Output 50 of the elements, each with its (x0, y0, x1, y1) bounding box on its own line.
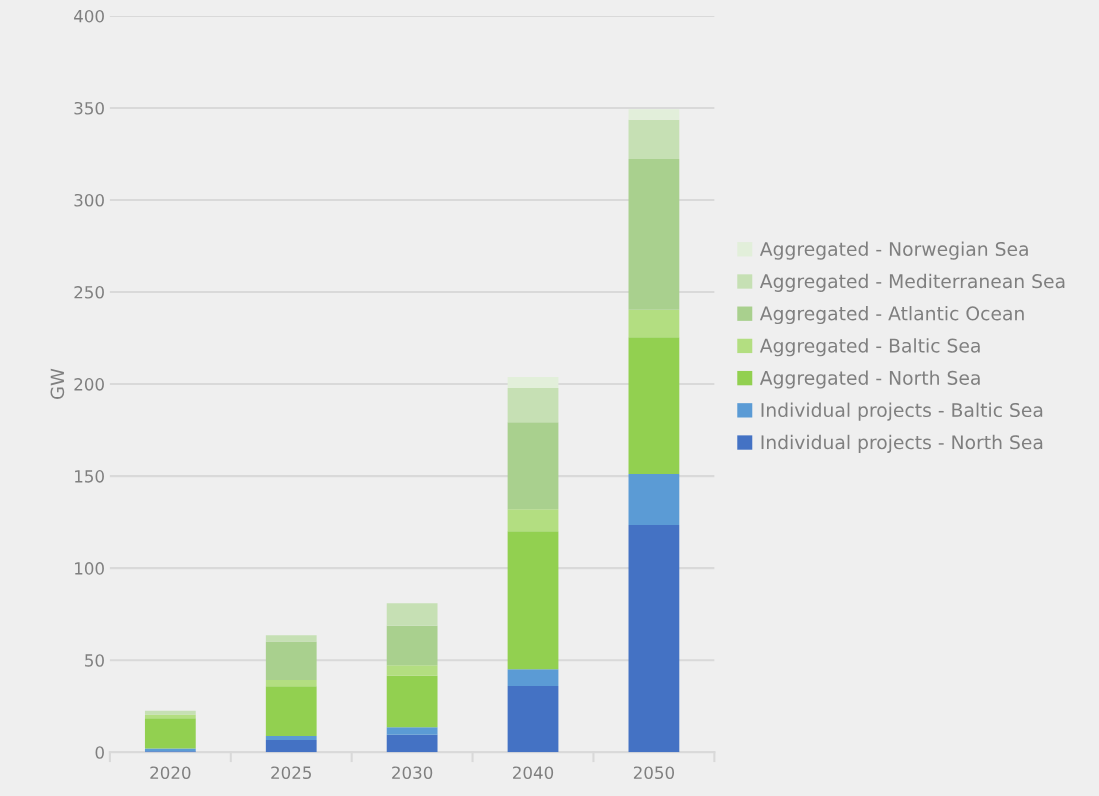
legend-label: Aggregated - Norwegian Sea (759, 241, 1028, 260)
x-tick-label: 2030 (392, 766, 433, 780)
y-tick-label: 150 (75, 470, 104, 483)
bar (507, 669, 559, 686)
bar (265, 641, 317, 681)
bar (386, 734, 438, 753)
legend-label: Aggregated - North Sea (759, 370, 980, 389)
bar (507, 422, 559, 510)
legend-label: Aggregated - Atlantic Ocean (759, 305, 1024, 325)
x-tick-label: 2050 (633, 766, 675, 780)
y-tick-label: 300 (74, 193, 104, 207)
bar (507, 377, 559, 389)
bar (386, 727, 438, 735)
bar (386, 675, 438, 728)
y-tick-label: 50 (85, 654, 104, 667)
bar (628, 119, 680, 159)
bar (507, 388, 559, 423)
legend-label: Individual projects - North Sea (761, 434, 1043, 453)
y-tick-label: 100 (75, 562, 104, 575)
bar (144, 718, 196, 749)
bar (628, 309, 680, 338)
bar (628, 524, 680, 753)
bar (507, 685, 559, 753)
bar (265, 736, 317, 741)
bar (628, 474, 680, 525)
bar (628, 158, 680, 310)
bar (628, 109, 680, 120)
legend-label: Aggregated - Mediterranean Sea (759, 273, 1065, 292)
x-tick-label: 2040 (513, 766, 554, 780)
bar (265, 686, 317, 737)
legend-label: Aggregated - Baltic Sea (759, 338, 980, 357)
bar (628, 337, 680, 475)
y-tick-label: 350 (74, 101, 104, 115)
bar (386, 625, 438, 666)
bar (386, 603, 438, 626)
y-axis-title: GW (50, 368, 65, 399)
y-tick-label: 0 (95, 746, 104, 759)
y-tick-label: 200 (74, 378, 104, 391)
legend-label: Individual projects - Baltic Sea (761, 402, 1043, 421)
bar (265, 680, 317, 687)
bar (386, 665, 438, 676)
y-tick-label: 400 (74, 9, 104, 23)
bar (144, 714, 196, 719)
bar (507, 531, 559, 670)
bar (265, 740, 317, 753)
x-tick-label: 2025 (271, 766, 311, 780)
bar (507, 509, 559, 532)
bar (265, 635, 317, 642)
x-tick-label: 2020 (150, 766, 191, 780)
y-tick-label: 250 (74, 285, 104, 299)
